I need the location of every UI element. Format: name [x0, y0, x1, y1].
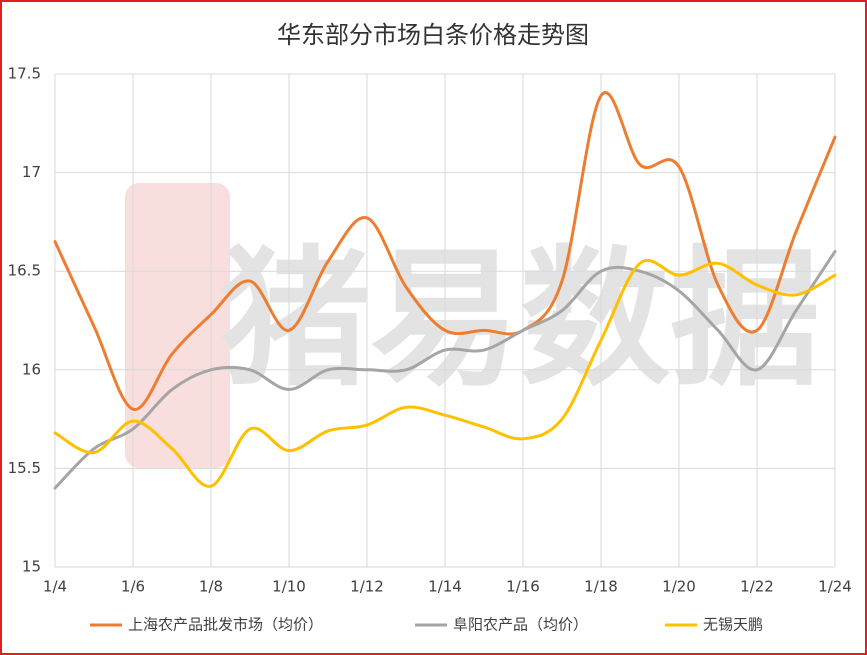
y-tick-label: 16.5: [8, 262, 41, 280]
legend-label: 阜阳农产品（均价）: [453, 616, 588, 634]
y-tick-label: 17: [22, 163, 41, 181]
y-tick-label: 17.5: [8, 65, 41, 83]
watermark: 猪易数据: [220, 233, 820, 407]
series-line: [53, 249, 837, 490]
x-tick-label: 1/16: [506, 578, 540, 596]
x-tick-label: 1/20: [662, 578, 696, 596]
legend-label: 无锡天鹏: [703, 616, 763, 634]
series-line: [53, 91, 837, 411]
x-tick-label: 1/10: [272, 578, 306, 596]
x-tick-label: 1/18: [584, 578, 618, 596]
x-tick-label: 1/24: [818, 578, 852, 596]
x-tick-label: 1/8: [199, 578, 223, 596]
chart-title: 华东部分市场白条价格走势图: [277, 21, 589, 49]
legend-label: 上海农产品批发市场（均价）: [128, 616, 323, 634]
x-tick-label: 1/4: [43, 578, 67, 596]
grid: 15 15.5 16 16.5 17 17.5 1/4 1/6 1/8 1/10 1/12 1/14 1…: [8, 65, 852, 596]
plot: [53, 91, 837, 490]
y-tick-label: 15.5: [8, 459, 41, 477]
x-tick-label: 1/22: [740, 578, 774, 596]
series-line: [53, 259, 837, 488]
y-tick-label: 15: [22, 558, 41, 576]
x-tick-label: 1/12: [350, 578, 384, 596]
x-tick-label: 1/14: [428, 578, 462, 596]
legend: 上海农产品批发市场（均价） 阜阳农产品（均价） 无锡天鹏: [90, 616, 763, 634]
watermark-logo: [125, 183, 230, 468]
x-tick-label: 1/6: [121, 578, 145, 596]
y-tick-label: 16: [22, 360, 41, 378]
